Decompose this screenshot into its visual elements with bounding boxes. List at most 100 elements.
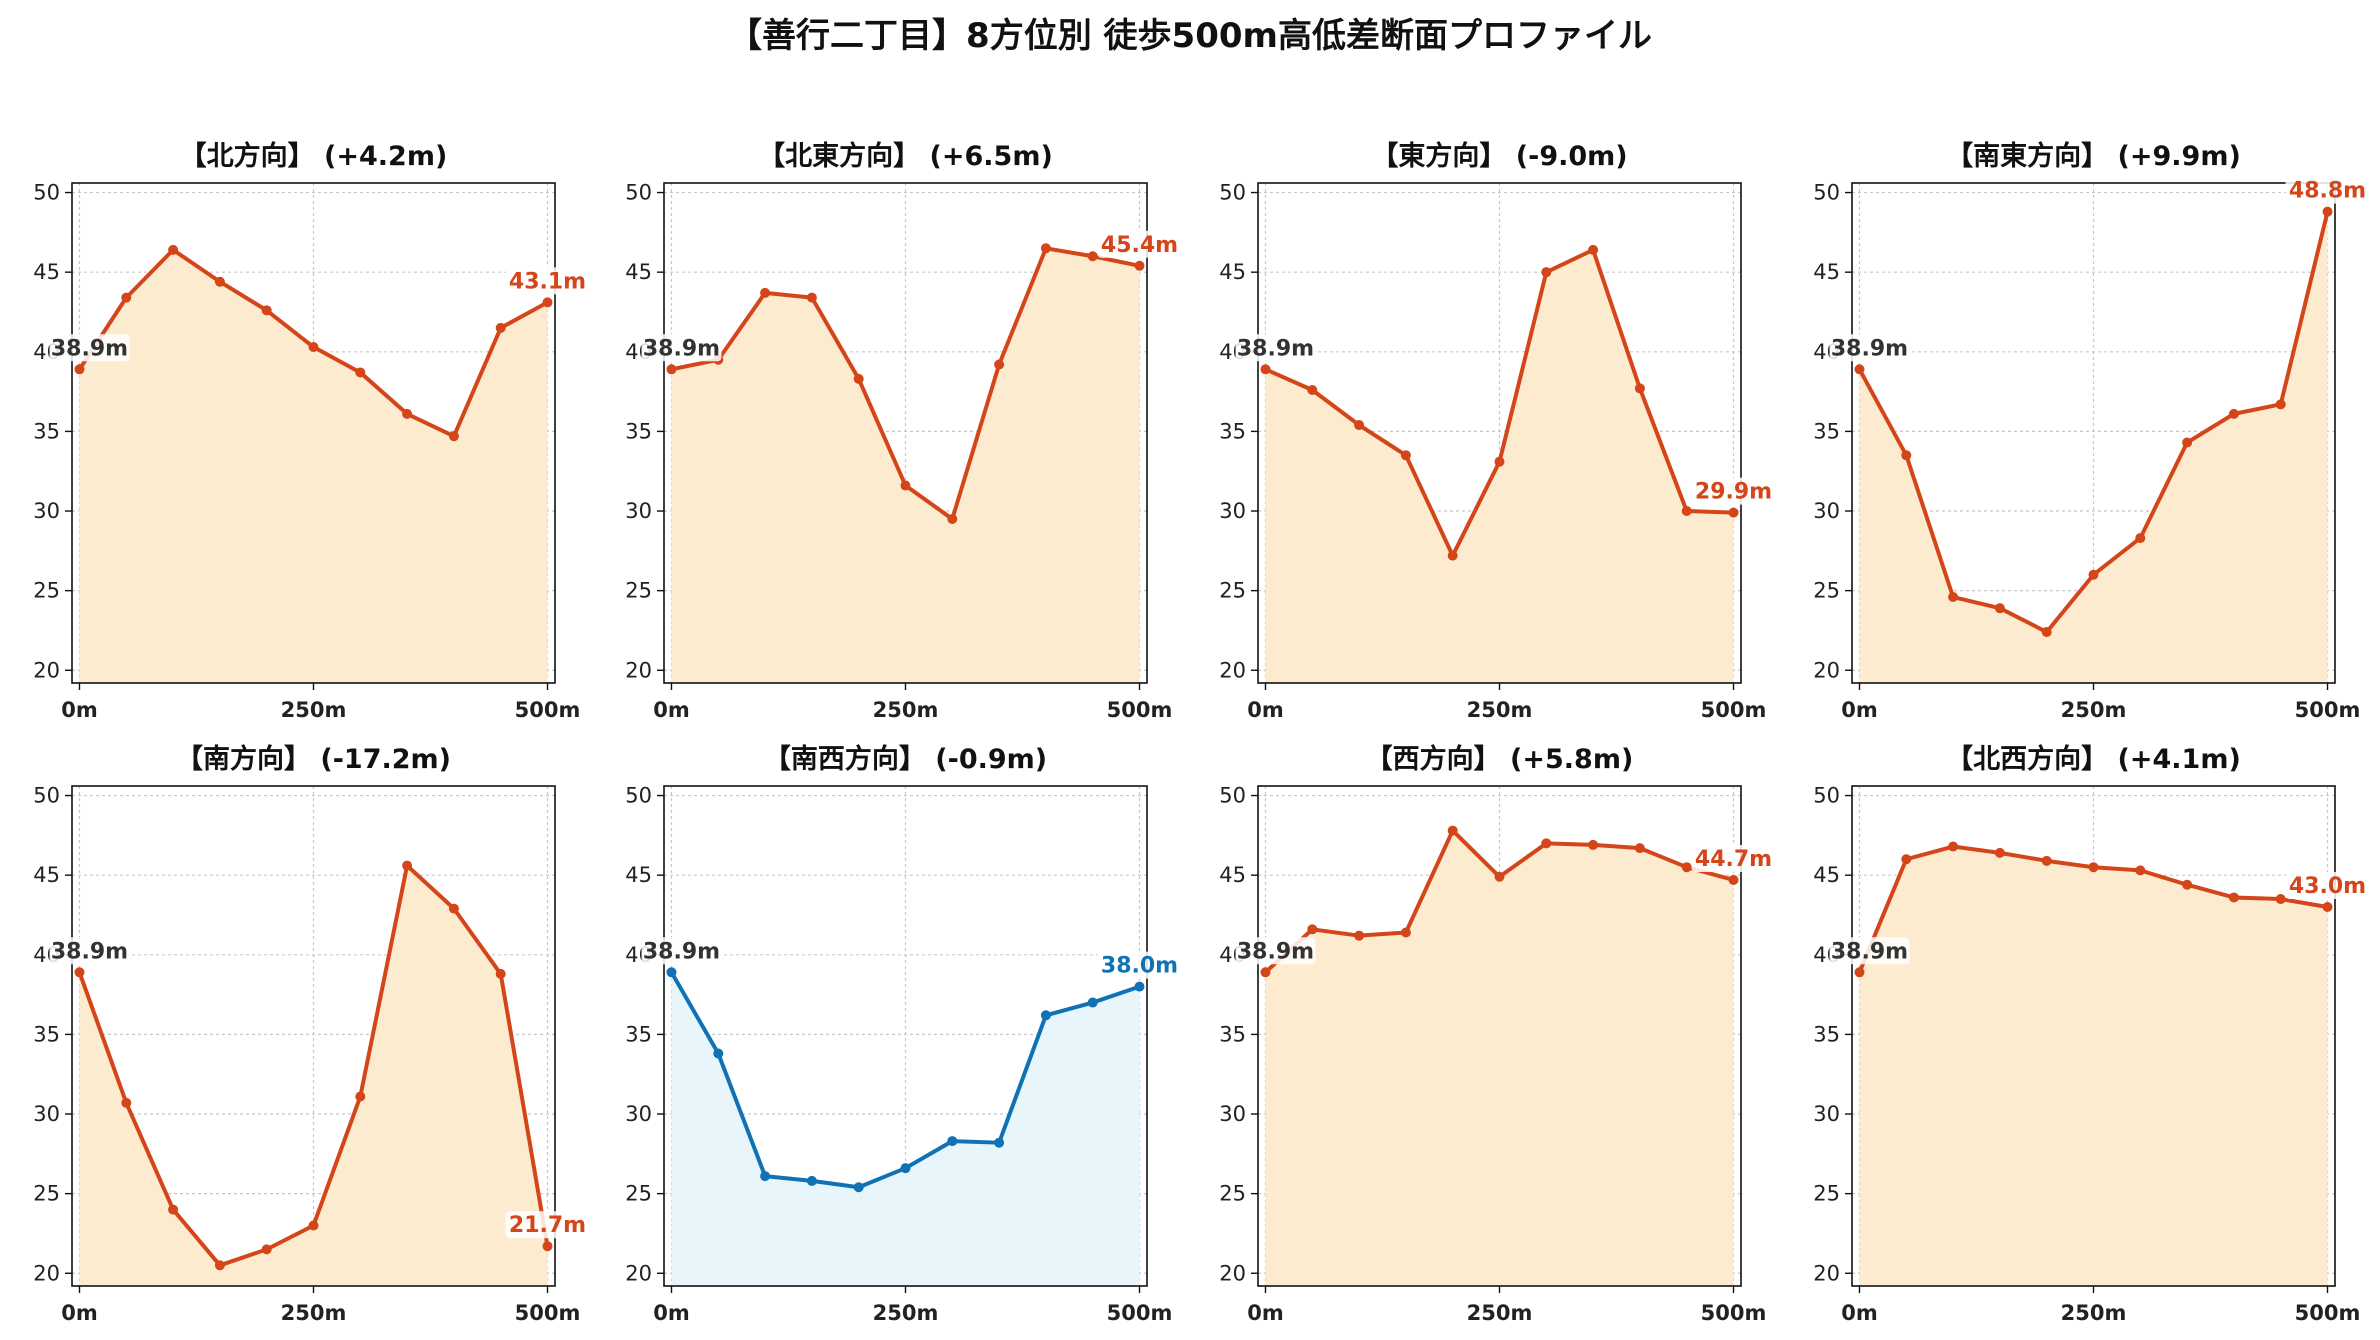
y-tick-label: 35 xyxy=(625,419,652,443)
data-point xyxy=(1994,847,2005,858)
data-point xyxy=(1354,420,1365,431)
data-point xyxy=(1728,874,1739,885)
y-tick-label: 30 xyxy=(1219,499,1246,523)
data-point xyxy=(74,364,85,375)
y-tick-label: 35 xyxy=(1219,419,1246,443)
data-point xyxy=(121,1097,132,1108)
figure-title: 【善行二丁目】8方位別 徒歩500m高低差断面プロファイル xyxy=(728,16,1652,56)
subplot-title: 【北西方向】 (+4.1m) xyxy=(1946,743,2241,775)
data-point xyxy=(853,1182,864,1193)
y-tick-label: 30 xyxy=(33,499,60,523)
y-tick-label: 45 xyxy=(1813,863,1840,887)
data-point xyxy=(1447,825,1458,836)
y-tick-label: 20 xyxy=(33,658,60,682)
x-tick-label: 0m xyxy=(61,698,98,722)
end-label-box xyxy=(2285,176,2370,204)
end-label: 43.1m xyxy=(509,269,586,294)
start-label: 38.9m xyxy=(643,939,720,964)
y-tick-label: 25 xyxy=(33,579,60,603)
y-tick-label: 25 xyxy=(1219,1182,1246,1206)
y-tick-label: 20 xyxy=(1813,658,1840,682)
data-point xyxy=(1948,592,1959,603)
data-point xyxy=(806,1175,817,1186)
start-label-box xyxy=(1829,937,1910,965)
data-point xyxy=(2228,892,2239,903)
data-point xyxy=(214,1260,225,1271)
data-point xyxy=(308,342,319,353)
data-point xyxy=(1040,1010,1051,1021)
data-point xyxy=(1400,927,1411,938)
area-fill xyxy=(79,865,548,1286)
end-label: 48.8m xyxy=(2289,179,2366,204)
start-label: 38.9m xyxy=(1237,336,1314,361)
y-tick-label: 35 xyxy=(625,1022,652,1046)
data-point xyxy=(2322,206,2333,217)
start-label: 38.9m xyxy=(1831,939,1908,964)
data-point xyxy=(2088,862,2099,873)
data-point xyxy=(2275,399,2286,410)
data-point xyxy=(74,967,85,978)
end-label-box xyxy=(1691,477,1776,505)
end-label-box xyxy=(1691,844,1776,872)
data-point xyxy=(1447,550,1458,561)
x-tick-label: 0m xyxy=(1247,698,1284,722)
y-tick-label: 50 xyxy=(1813,784,1840,808)
data-point xyxy=(495,968,506,979)
x-tick-label: 0m xyxy=(1247,1301,1284,1325)
data-point xyxy=(1541,838,1552,849)
y-tick-label: 25 xyxy=(33,1182,60,1206)
data-point xyxy=(1681,506,1692,517)
data-point xyxy=(2088,569,2099,580)
y-tick-label: 20 xyxy=(1813,1261,1840,1285)
x-tick-label: 500m xyxy=(515,1301,581,1325)
y-tick-label: 45 xyxy=(1219,863,1246,887)
y-tick-label: 25 xyxy=(1219,579,1246,603)
end-label: 38.0m xyxy=(1101,954,1178,979)
data-point xyxy=(1634,843,1645,854)
data-point xyxy=(947,513,958,524)
x-tick-label: 250m xyxy=(281,1301,347,1325)
data-point xyxy=(1681,862,1692,873)
data-point xyxy=(1634,383,1645,394)
y-tick-label: 20 xyxy=(1219,1261,1246,1285)
y-tick-label: 35 xyxy=(33,1022,60,1046)
data-point xyxy=(1854,967,1865,978)
data-point xyxy=(168,244,179,255)
y-tick-label: 25 xyxy=(625,1182,652,1206)
data-point xyxy=(900,1163,911,1174)
end-label: 29.9m xyxy=(1695,480,1772,505)
x-tick-label: 500m xyxy=(1701,698,1767,722)
data-point xyxy=(666,967,677,978)
y-tick-label: 50 xyxy=(625,181,652,205)
data-point xyxy=(355,1091,366,1102)
y-tick-label: 45 xyxy=(33,863,60,887)
y-tick-label: 45 xyxy=(625,260,652,284)
start-label: 38.9m xyxy=(51,336,128,361)
x-tick-label: 250m xyxy=(873,1301,939,1325)
data-point xyxy=(168,1204,179,1215)
data-point xyxy=(542,1241,553,1252)
start-label: 38.9m xyxy=(643,336,720,361)
data-point xyxy=(713,1048,724,1059)
data-point xyxy=(214,276,225,287)
data-point xyxy=(542,297,553,308)
data-point xyxy=(1901,854,1912,865)
y-tick-label: 45 xyxy=(1813,260,1840,284)
y-tick-label: 30 xyxy=(1813,1102,1840,1126)
data-point xyxy=(1307,924,1318,935)
start-label-box xyxy=(1235,334,1316,362)
data-point xyxy=(2322,902,2333,913)
area-fill xyxy=(671,248,1140,683)
data-point xyxy=(760,287,771,298)
y-tick-label: 25 xyxy=(1813,579,1840,603)
data-point xyxy=(994,359,1005,370)
area-fill xyxy=(1265,830,1734,1286)
x-tick-label: 250m xyxy=(1467,698,1533,722)
data-point xyxy=(1948,841,1959,852)
data-point xyxy=(1588,839,1599,850)
end-label-box xyxy=(505,1211,590,1239)
x-tick-label: 500m xyxy=(1701,1301,1767,1325)
y-tick-label: 30 xyxy=(33,1102,60,1126)
